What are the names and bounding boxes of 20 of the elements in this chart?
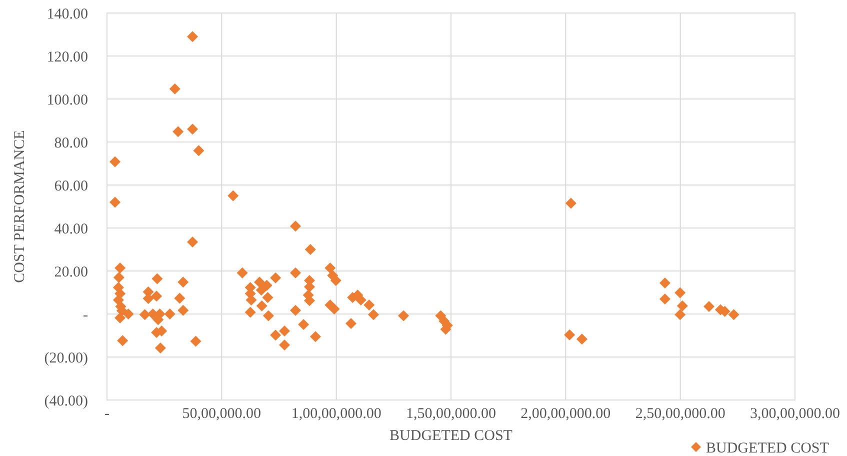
y-tick-label: 60.00 <box>54 178 88 194</box>
x-tick-label: - <box>104 406 110 422</box>
x-tick-label: 1,00,00,000.00 <box>291 406 382 422</box>
x-tick-label: 2,50,00,000.00 <box>635 406 726 422</box>
y-axis-title: COST PERFORMANCE <box>12 130 28 283</box>
x-axis-title: BUDGETED COST <box>390 428 512 444</box>
y-tick-label: 120.00 <box>46 49 88 66</box>
x-tick-label: 1,50,00,000.00 <box>406 406 496 422</box>
x-tick-label: 3,00,00,000.00 <box>750 406 840 422</box>
y-tick-label: 20.00 <box>54 264 88 280</box>
x-tick-label: 50,00,000.00 <box>182 406 262 422</box>
y-tick-label: 80.00 <box>54 135 88 152</box>
y-tick-label: (20.00) <box>44 350 88 366</box>
y-tick-label: - <box>83 307 88 324</box>
y-tick-label: 40.00 <box>54 221 88 238</box>
y-tick-label: 140.00 <box>46 6 88 22</box>
y-tick-label: 100.00 <box>46 92 88 108</box>
x-tick-label: 2,00,00,000.00 <box>520 406 611 422</box>
y-tick-label: (40.00) <box>44 393 88 410</box>
legend-label: BUDGETED COST <box>706 440 829 456</box>
